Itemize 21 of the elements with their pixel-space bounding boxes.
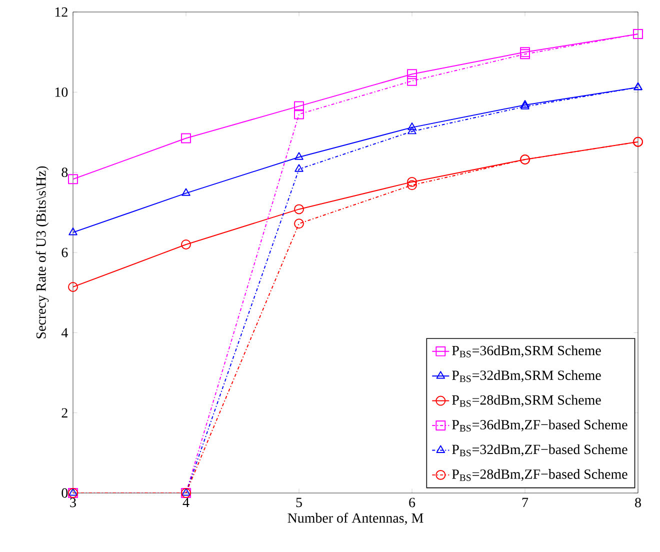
y-tick-label: 8 bbox=[62, 168, 68, 178]
y-tick-label: 10 bbox=[55, 87, 68, 97]
legend-label: P$_{BS}$=32dBm,SRM Scheme bbox=[452, 370, 601, 382]
x-tick-label: 8 bbox=[635, 498, 641, 508]
y-tick-label: 6 bbox=[62, 248, 68, 258]
legend-label: P$_{BS}$=36dBm,SRM Scheme bbox=[452, 345, 601, 358]
y-axis-title: Secrecy Rate of U3 (Bits\s\Hz) bbox=[36, 166, 49, 338]
x-axis-title: Number of Antennas, M bbox=[288, 512, 424, 525]
y-tick-label: 0 bbox=[62, 488, 68, 498]
y-tick-label: 4 bbox=[61, 328, 68, 338]
legend-label: P$_{BS}$=36dBm,ZF−based Scheme bbox=[452, 420, 628, 432]
y-tick-label: 12 bbox=[55, 7, 68, 17]
x-tick-label: 4 bbox=[182, 498, 190, 508]
x-tick-label: 7 bbox=[522, 498, 528, 507]
x-tick-label: 5 bbox=[296, 498, 302, 508]
legend-label: P$_{BS}$=28dBm,SRM Scheme bbox=[452, 394, 601, 407]
x-tick-label: 3 bbox=[70, 498, 76, 508]
x-tick-label: 6 bbox=[409, 498, 416, 508]
legend-label: P$_{BS}$=32dBm,ZF−based Scheme bbox=[452, 444, 628, 456]
y-tick-label: 2 bbox=[62, 408, 68, 418]
legend-label: P$_{BS}$=28dBm,ZF−based Scheme bbox=[452, 469, 628, 481]
